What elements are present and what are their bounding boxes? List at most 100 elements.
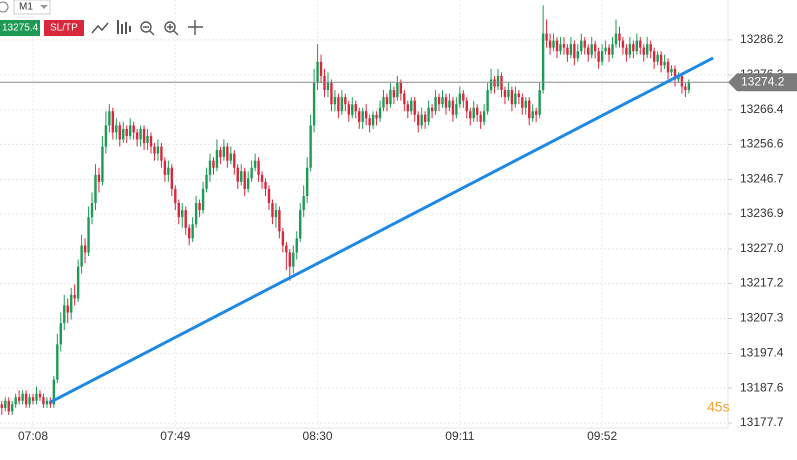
candle-body	[472, 107, 475, 119]
countdown: 45s	[707, 399, 730, 415]
candle-body	[475, 107, 479, 115]
candle-body	[83, 245, 87, 253]
candle-body	[659, 54, 663, 66]
candle-body	[73, 294, 76, 299]
candle-body	[521, 97, 524, 108]
candle-body	[333, 97, 337, 105]
x-tick-label: 07:49	[160, 429, 190, 443]
candle-body	[236, 167, 239, 182]
y-tick-label: 13177.7	[740, 415, 784, 429]
x-tick-label: 09:52	[587, 429, 617, 443]
candle-body	[673, 68, 677, 80]
y-tick-label: 13217.2	[740, 276, 784, 290]
last-price-tag	[728, 73, 797, 92]
candle-body	[576, 51, 580, 59]
candle-body	[87, 217, 90, 253]
candle-body	[149, 135, 153, 147]
candle-body	[423, 114, 427, 122]
zoom-out-icon[interactable]	[140, 21, 152, 33]
candle-body	[593, 44, 597, 52]
candle-body	[104, 125, 108, 147]
candle-body	[524, 100, 527, 108]
candle-body	[385, 97, 389, 105]
candle-body	[559, 44, 562, 52]
trendline	[49, 56, 714, 404]
candle-body	[208, 160, 212, 175]
candle-body	[115, 125, 118, 133]
candle-body	[618, 33, 621, 41]
candle-body	[226, 146, 229, 161]
candle-body	[295, 238, 298, 253]
candle-body	[201, 188, 205, 211]
candle-body	[264, 181, 267, 189]
y-tick-label: 13197.4	[740, 346, 784, 360]
candle-body	[566, 47, 569, 55]
candle-body	[271, 203, 274, 218]
candles	[0, 5, 691, 415]
candle-body	[347, 104, 350, 115]
candle-body	[441, 97, 444, 105]
x-tick-label: 07:08	[18, 429, 48, 443]
candle-body	[122, 128, 125, 140]
candle-body	[514, 93, 517, 105]
candle-body	[680, 75, 684, 87]
crosshair-icon[interactable]	[188, 20, 203, 35]
candle-body	[312, 82, 316, 126]
bid-badge[interactable]	[0, 20, 40, 36]
zoom-in-icon[interactable]	[164, 21, 176, 33]
candle-body	[489, 79, 493, 91]
candle-body	[59, 323, 62, 345]
candle-body	[299, 210, 302, 239]
candle-body	[181, 210, 184, 218]
candle-body	[63, 305, 66, 324]
candle-body	[0, 404, 4, 408]
candle-body	[437, 97, 441, 105]
candle-body	[455, 104, 458, 115]
y-tick-label: 13187.6	[740, 380, 784, 394]
candle-body	[163, 160, 167, 175]
candle-body	[417, 114, 420, 126]
candle-body	[111, 111, 115, 133]
candle-body	[229, 153, 233, 161]
candle-body	[410, 100, 413, 112]
candle-body	[375, 114, 378, 119]
candle-body	[118, 125, 121, 140]
candle-type-icon[interactable]	[117, 20, 131, 34]
candle-body	[597, 51, 600, 62]
candle-body	[677, 75, 680, 80]
candle-body	[212, 160, 215, 168]
y-tick-label: 13207.3	[740, 311, 784, 325]
candle-body	[448, 100, 451, 108]
candle-body	[545, 33, 548, 41]
candle-body	[125, 128, 128, 136]
y-tick-label: 13266.4	[740, 102, 784, 116]
candle-body	[52, 379, 56, 405]
candle-body	[66, 305, 69, 313]
candle-body	[80, 245, 83, 267]
timeframe-select[interactable]	[13, 0, 51, 15]
candle-body	[534, 111, 538, 115]
candle-body	[160, 146, 163, 161]
candle-body	[14, 397, 17, 405]
candle-body	[135, 132, 139, 140]
candle-body	[281, 231, 285, 246]
candle-body	[378, 107, 382, 119]
timeframe[interactable]: M1	[19, 2, 33, 13]
line-tool-icon[interactable]	[91, 22, 109, 34]
candle-body	[684, 86, 687, 91]
candle-body	[503, 90, 507, 98]
candle-body	[587, 47, 590, 55]
candle-body	[233, 153, 236, 168]
candle-body	[469, 111, 472, 119]
candle-body	[389, 90, 392, 105]
candle-body	[11, 404, 14, 412]
bid-price[interactable]: 13275.4	[2, 23, 39, 34]
grid	[0, 0, 728, 428]
candle-body	[42, 397, 45, 405]
sltp-badge[interactable]	[44, 20, 84, 36]
candle-body	[639, 40, 642, 48]
settings-icon[interactable]	[0, 1, 9, 13]
candle-body	[170, 167, 174, 189]
sltp[interactable]: SL/TP	[50, 23, 78, 34]
